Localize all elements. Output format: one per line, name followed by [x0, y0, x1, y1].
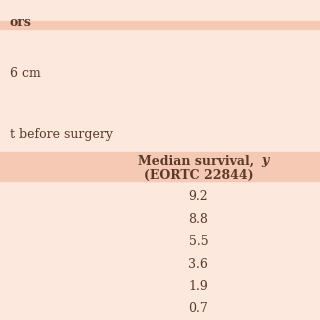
Text: (EORTC 22844): (EORTC 22844) — [144, 169, 253, 181]
Text: y: y — [261, 155, 268, 167]
Text: 1.9: 1.9 — [188, 280, 208, 293]
Text: ors: ors — [10, 16, 31, 29]
Bar — [0, 21, 320, 29]
Text: 8.8: 8.8 — [188, 213, 208, 226]
Text: 3.6: 3.6 — [188, 258, 208, 270]
Text: 5.5: 5.5 — [188, 235, 208, 248]
Bar — [0, 152, 320, 181]
Text: t before surgery: t before surgery — [10, 128, 113, 141]
Text: 6 cm: 6 cm — [10, 67, 40, 80]
Text: 9.2: 9.2 — [188, 190, 208, 203]
Text: Median survival,: Median survival, — [138, 155, 259, 167]
Text: 0.7: 0.7 — [188, 302, 208, 315]
